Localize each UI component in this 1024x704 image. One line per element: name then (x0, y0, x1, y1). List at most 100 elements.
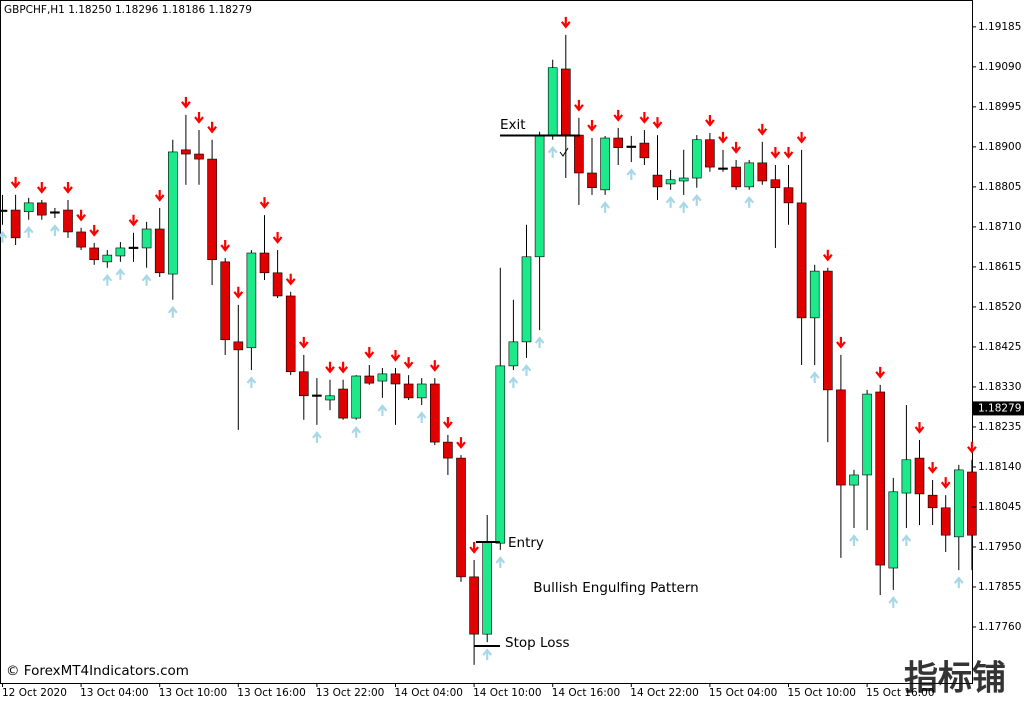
y-tick-label: 1.17950 (978, 541, 1021, 553)
candle-body (809, 270, 820, 319)
sell-arrow (233, 286, 244, 299)
sell-arrow (429, 360, 440, 372)
sell-arrow (325, 361, 335, 374)
candle-body (705, 139, 715, 168)
candle-body (194, 153, 204, 160)
y-tick-label: 1.18615 (978, 261, 1021, 273)
sell-arrow (967, 441, 977, 454)
candle-body (678, 177, 689, 182)
candle-body (76, 231, 86, 248)
candle-body (390, 373, 401, 385)
candle-body (822, 270, 833, 391)
candle-body (10, 209, 21, 239)
annotation: Stop Loss (505, 635, 570, 651)
sell-arrow (613, 109, 624, 122)
buy-arrow (534, 336, 545, 349)
candle-body (285, 295, 296, 373)
candle-body (560, 68, 571, 136)
x-tick-label: 14 Oct 16:00 (552, 687, 620, 699)
buy-arrow (691, 193, 702, 206)
candle-body (953, 469, 964, 538)
candle-body (207, 158, 217, 261)
candle-body (547, 67, 558, 136)
x-tick-label: 12 Oct 2020 (2, 687, 67, 699)
watermark: 指标铺 (904, 659, 1006, 699)
buy-arrow (901, 534, 912, 547)
candle-body (377, 373, 388, 382)
sell-arrow (836, 336, 846, 349)
candle-body (613, 137, 624, 149)
y-tick-label: 1.18900 (978, 141, 1021, 153)
sell-arrow (731, 141, 741, 154)
candle-body (521, 256, 532, 343)
candle-body (587, 172, 597, 189)
sell-arrow (469, 542, 479, 554)
y-tick-label: 1.17760 (978, 621, 1021, 633)
candle-body (691, 139, 702, 179)
sell-arrow (272, 232, 283, 244)
sell-arrow (875, 366, 886, 379)
candle-body (272, 272, 283, 297)
x-tick-label: 15 Oct 16:00 (866, 687, 934, 699)
candle-body (469, 576, 479, 635)
y-tick-label: 1.18995 (978, 101, 1021, 113)
check-mark (559, 147, 569, 157)
last-price-label: 1.18279 (978, 402, 1021, 414)
candle-body (50, 211, 60, 214)
candle-body (639, 142, 650, 159)
y-tick-label: 1.19185 (978, 21, 1021, 33)
candle-body (141, 228, 152, 249)
sell-arrow (259, 197, 270, 209)
buy-arrow (246, 376, 257, 389)
sell-arrow (364, 347, 375, 359)
candle-body (154, 228, 165, 274)
sell-arrow (10, 176, 21, 189)
buy-arrow (23, 225, 34, 238)
sell-arrow (443, 416, 453, 429)
sell-arrow (76, 209, 86, 222)
sell-arrow (757, 123, 768, 136)
candle-body (626, 145, 637, 148)
chart-header: GBPCHF,H1 1.18250 1.18296 1.18186 1.1827… (4, 4, 252, 16)
buy-arrow (600, 201, 610, 213)
candle-body (0, 209, 8, 212)
y-tick-label: 1.18805 (978, 181, 1021, 193)
sell-arrow (783, 146, 794, 159)
y-tick-label: 1.18045 (978, 501, 1021, 513)
candle-body (233, 341, 244, 351)
buy-arrow (482, 648, 493, 661)
candle-body (220, 261, 230, 341)
sell-arrow (796, 131, 807, 144)
annotation: Entry (508, 535, 544, 551)
buy-arrow (508, 376, 519, 389)
sell-arrow (940, 477, 951, 489)
sell-arrow (574, 99, 584, 112)
copyright: © ForexMT4Indicators.com (6, 663, 189, 679)
last-price-tag (972, 401, 1024, 416)
buy-arrow (849, 534, 859, 547)
candle-body (482, 541, 493, 635)
candle-body (23, 202, 34, 213)
buy-arrow (521, 364, 532, 376)
candle-body (914, 457, 925, 495)
candle-body (102, 254, 113, 263)
candle-body (63, 209, 73, 233)
candle-body (796, 202, 807, 319)
buy-arrow (416, 411, 427, 424)
buy-arrow (495, 556, 506, 568)
plot-border (0, 0, 973, 684)
buy-arrow (115, 268, 126, 280)
candle-body (901, 459, 912, 494)
x-tick-label: 13 Oct 22:00 (316, 687, 384, 699)
sell-arrow (587, 120, 597, 132)
sell-arrow (927, 462, 938, 474)
candle-body (351, 375, 362, 419)
sell-arrow (220, 240, 231, 252)
x-tick-label: 15 Oct 04:00 (709, 687, 777, 699)
candle-body (665, 179, 676, 185)
candle-body (89, 247, 99, 261)
y-tick-label: 1.18710 (978, 221, 1021, 233)
sell-arrow (298, 336, 309, 349)
sell-arrow (456, 437, 466, 449)
